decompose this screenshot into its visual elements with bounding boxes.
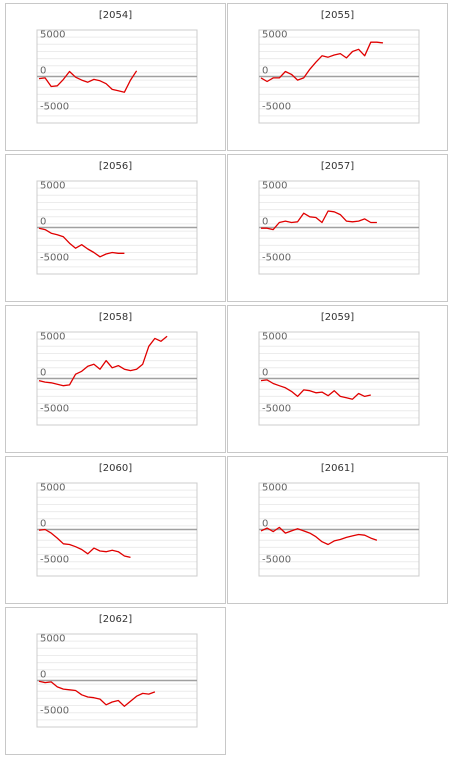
chart-panel: [2056] 5000 0 -5000 [5,154,226,302]
chart-panel: [2054] 5000 0 -5000 [5,3,226,151]
y-tick-label: 0 [262,519,268,530]
y-tick-label: -5000 [40,101,69,112]
chart-panel: [2062] 5000 0 -5000 [5,607,226,755]
chart-title: [2056] [98,161,133,172]
y-tick-label: 5000 [262,181,287,192]
line-chart: 5000 0 -5000 [36,331,198,426]
chart-panel: [2055] 5000 0 -5000 [227,3,448,151]
line-chart: 5000 0 -5000 [258,331,420,426]
chart-title: [2055] [320,10,355,21]
chart-panel: [2061] 5000 0 -5000 [227,456,448,604]
chart-title: [2062] [98,614,133,625]
line-chart: 5000 0 -5000 [258,482,420,577]
chart-title: [2060] [98,463,133,474]
series-line [260,379,371,400]
chart-panel: [2059] 5000 0 -5000 [227,305,448,453]
series-line [38,680,156,707]
chart-panel: [2058] 5000 0 -5000 [5,305,226,453]
line-chart: 5000 0 -5000 [258,180,420,275]
series-line [38,335,168,387]
y-tick-label: 0 [40,66,46,77]
line-chart: 5000 0 -5000 [36,633,198,728]
y-tick-label: -5000 [262,252,291,263]
line-chart: 5000 0 -5000 [36,180,198,275]
series-line [38,528,131,559]
y-tick-label: 5000 [40,332,65,343]
y-tick-label: -5000 [40,403,69,414]
y-tick-label: 5000 [262,30,287,41]
chart-panel: [2057] 5000 0 -5000 [227,154,448,302]
y-tick-label: 0 [40,670,46,681]
y-tick-label: -5000 [262,403,291,414]
y-tick-label: -5000 [40,554,69,565]
y-tick-label: 5000 [40,181,65,192]
y-tick-label: -5000 [262,554,291,565]
series-line [38,70,138,93]
chart-title: [2061] [320,463,355,474]
y-tick-label: 0 [40,519,46,530]
y-tick-label: 5000 [40,30,65,41]
y-tick-label: 5000 [262,483,287,494]
y-tick-label: 5000 [262,332,287,343]
line-chart: 5000 0 -5000 [36,482,198,577]
series-line [38,227,125,258]
chart-title: [2059] [320,312,355,323]
y-tick-label: 5000 [40,483,65,494]
chart-title: [2054] [98,10,133,21]
series-line [260,526,378,546]
y-tick-label: 0 [262,66,268,77]
series-line [260,41,384,83]
chart-panel: [2060] 5000 0 -5000 [5,456,226,604]
y-tick-label: 5000 [40,634,65,645]
line-chart: 5000 0 -5000 [36,29,198,124]
y-tick-label: -5000 [40,252,69,263]
chart-title: [2057] [320,161,355,172]
y-tick-label: 0 [40,217,46,228]
y-tick-label: 0 [262,368,268,379]
chart-title: [2058] [98,312,133,323]
y-tick-label: 0 [262,217,268,228]
series-line [261,210,377,231]
y-tick-label: -5000 [262,101,291,112]
line-chart: 5000 0 -5000 [258,29,420,124]
y-tick-label: -5000 [40,705,69,716]
y-tick-label: 0 [40,368,46,379]
